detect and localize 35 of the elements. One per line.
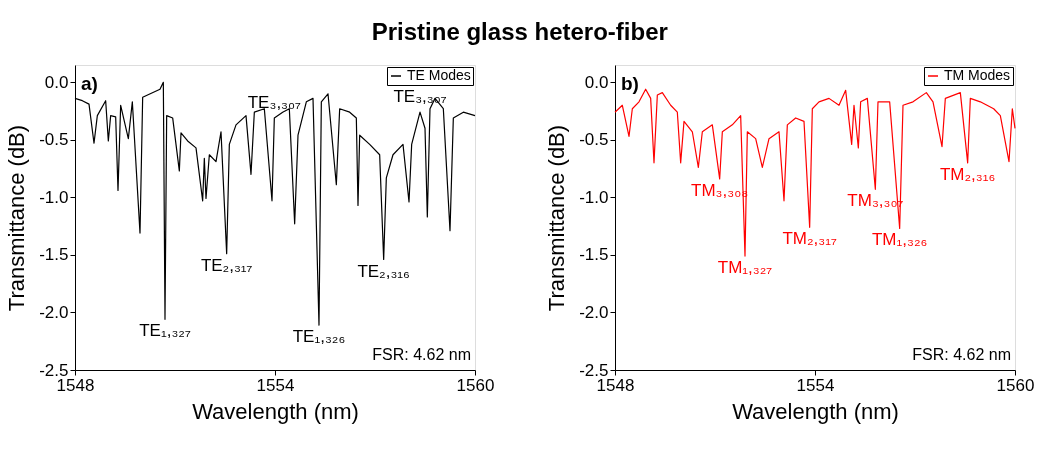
- annotation: FSR: 4.62 nm: [912, 346, 1011, 363]
- y-tick-label: -1.0: [579, 187, 609, 207]
- annotation: TM₂,₃₁₆: [939, 164, 996, 184]
- y-tick-label: -0.5: [579, 130, 609, 150]
- annotation: TE₁,₃₂₆: [292, 327, 346, 347]
- annotation: b): [621, 73, 639, 94]
- annotation: TE₃,₃₀₇: [247, 92, 302, 112]
- y-tick-label: -1.0: [39, 187, 69, 207]
- y-tick-label: -2.0: [579, 302, 609, 322]
- y-axis-title: Transmittance (dB): [4, 124, 30, 312]
- annotation: TE₂,₃₁₇: [200, 255, 253, 275]
- annotation: TE₂,₃₁₆: [357, 261, 410, 281]
- annotation: TM₁,₃₂₇: [717, 258, 773, 278]
- x-tick-label: 1560: [996, 375, 1035, 395]
- chart-title: Pristine glass hetero-fiber: [371, 17, 668, 45]
- y-tick-label: -1.5: [39, 245, 69, 265]
- x-tick-label: 1560: [456, 375, 495, 395]
- x-axis-title: Wavelength (nm): [732, 398, 899, 424]
- annotation: TE₁,₃₂₇: [139, 321, 191, 341]
- y-tick-label: 0.0: [44, 72, 69, 92]
- y-tick-label: -0.5: [39, 130, 69, 150]
- legend-label: TE Modes: [407, 67, 471, 83]
- annotation: TE₃,₃₀₇: [393, 87, 447, 107]
- x-tick-label: 1554: [796, 375, 835, 395]
- x-tick-label: 1554: [256, 375, 295, 395]
- annotation: a): [81, 73, 98, 94]
- y-tick-label: -2.0: [39, 302, 69, 322]
- legend-label: TM Modes: [944, 67, 1011, 83]
- x-axis-title: Wavelength (nm): [192, 398, 359, 424]
- y-axis-title: Transmittance (dB): [544, 124, 570, 312]
- y-tick-label: -1.5: [579, 245, 609, 265]
- annotation: TM₁,₃₂₆: [871, 230, 928, 250]
- annotation: TM₂,₃₁₇: [782, 229, 838, 249]
- annotation: FSR: 4.62 nm: [372, 346, 471, 363]
- y-tick-label: 0.0: [584, 72, 609, 92]
